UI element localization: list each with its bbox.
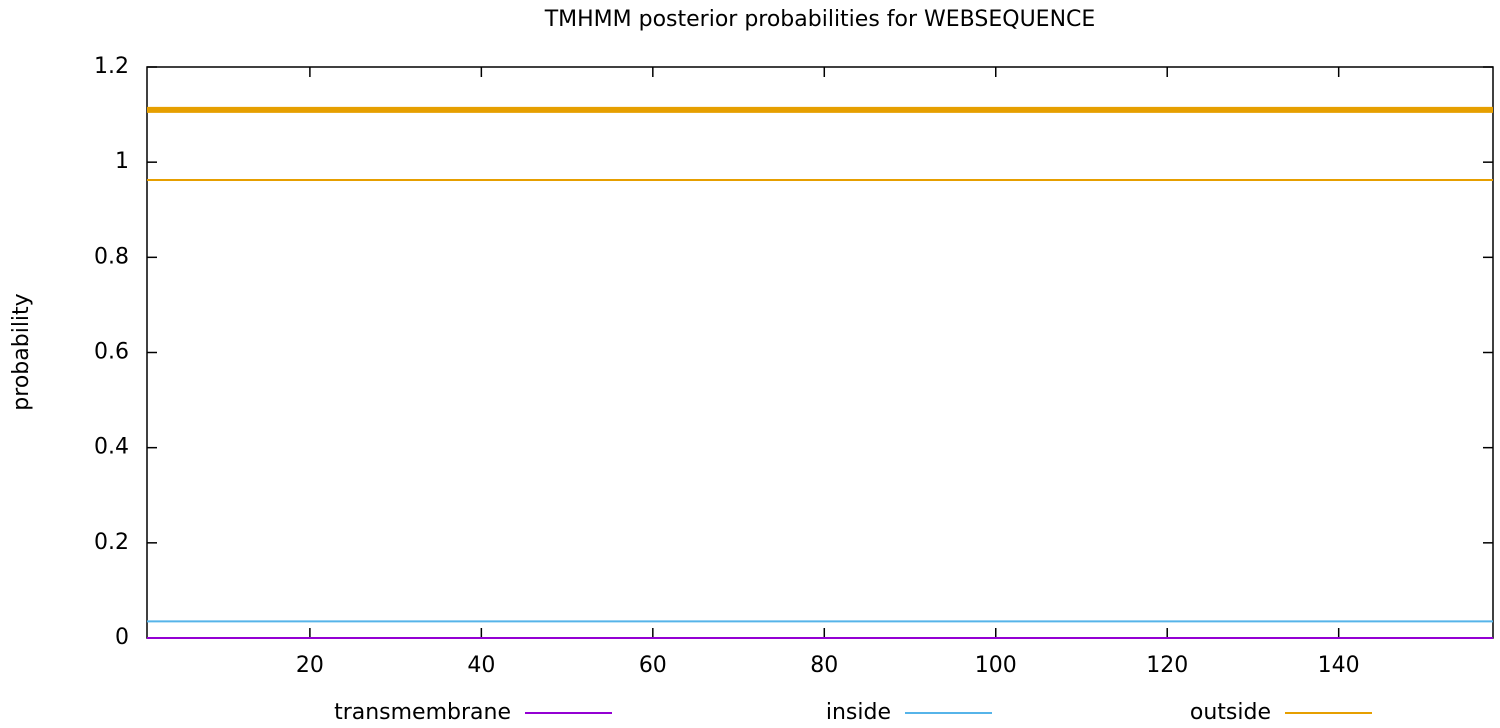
y-tick-label: 1	[115, 149, 129, 174]
x-tick-label: 60	[639, 653, 667, 678]
legend-label: transmembrane	[334, 700, 511, 725]
x-tick-label: 80	[810, 653, 838, 678]
x-tick-label: 40	[467, 653, 495, 678]
y-tick-label: 0.8	[94, 244, 129, 269]
x-tick-label: 100	[975, 653, 1017, 678]
plot-frame	[146, 66, 1494, 639]
x-tick-label: 140	[1318, 653, 1360, 678]
legend-label: outside	[1190, 700, 1271, 725]
x-tick-label: 20	[296, 653, 324, 678]
y-tick-label: 0.2	[94, 530, 129, 555]
y-tick-label: 1.2	[94, 54, 129, 79]
y-tick-label: 0	[115, 625, 129, 650]
legend-label: inside	[826, 700, 891, 725]
y-tick-label: 0.4	[94, 435, 129, 460]
y-tick-label: 0.6	[94, 340, 129, 365]
y-axis-label: probability	[9, 293, 34, 410]
x-tick-label: 120	[1146, 653, 1188, 678]
chart-title: TMHMM posterior probabilities for WEBSEQ…	[544, 7, 1096, 32]
